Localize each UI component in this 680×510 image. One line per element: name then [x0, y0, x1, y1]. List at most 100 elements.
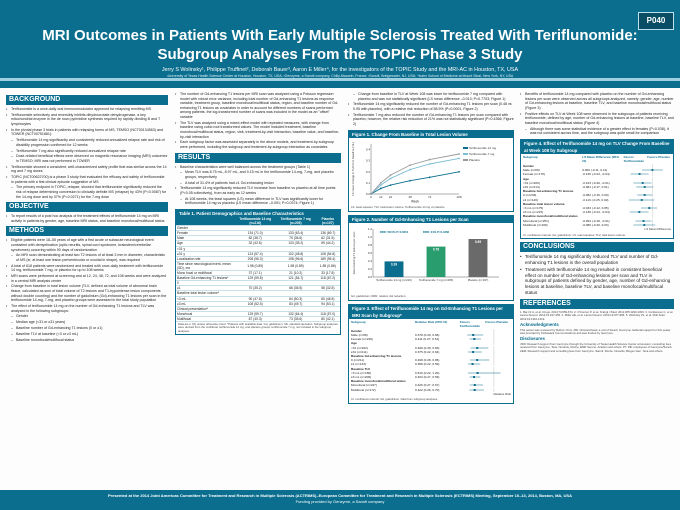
bullet-item: Teriflunomide 14 mg significantly reduce… [175, 186, 341, 195]
table-cell [234, 225, 276, 232]
table-cell: 133 (35.2) [275, 240, 316, 247]
table-cell: 37 (17.1) [234, 270, 276, 277]
forest-ci-mark [651, 214, 653, 219]
table-cell: 94 (53.1) [315, 301, 340, 307]
forest-estimate: -0.094 (-0.18, -0.01) [582, 218, 610, 223]
y-tick-label: 0.0 [366, 192, 371, 196]
table-cell: 32 (42.6) [234, 240, 276, 247]
table-cell: 189 (95.4) [315, 256, 340, 262]
forest-subgroup-label: ≥3 mL (n=215) [523, 210, 544, 215]
forest-axis-label: Relative Risk [493, 391, 511, 396]
forest-subgroup-label: Baseline Gd-enhancing T1 lesions [523, 189, 574, 194]
y-tick-label: 0.8 [368, 243, 373, 247]
disclosures-heading: Disclosures [520, 336, 545, 342]
gd-lesions-bar-chart: 0.0 0.2 0.4 0.6 0.8 1.0 1.2 Gd-enhancing T1 les… [352, 227, 499, 282]
table-cell: 87 (40.3) [234, 316, 276, 322]
point-estimate [473, 338, 476, 341]
table-header-cell: Teriflunomide 14 mg (n=216) [234, 217, 276, 227]
forest-estimate: -0.103 (-0.20, -0.01) [582, 180, 610, 185]
forest-estimate: 0.498 (0.28, 0.86) [415, 358, 440, 363]
data-point [389, 177, 392, 179]
forest-ci-mark [651, 164, 653, 168]
forest-subgroup-label: Age [523, 176, 529, 181]
forest-row: Baseline monofocal/multifocal status [523, 214, 671, 218]
data-point [370, 192, 372, 195]
table-1: Table 1. Patient Demographics and Baseli… [175, 209, 341, 336]
forest-row: Multifocal (n=172) 0.422 (0.26, 0.70) [351, 388, 511, 392]
affiliations: ¹University of Texas Health Science Cent… [166, 74, 514, 78]
forest-estimate: -0.033 (-0.12, 0.05) [582, 205, 609, 210]
table-cell: 136 (69.7) [315, 230, 340, 237]
forest-row: ≥31 (n=214) -0.081 (-0.17, 0.01) [523, 185, 671, 189]
forest-ci-mark [634, 218, 653, 223]
y-tick-label: 0.4 [368, 259, 373, 263]
forest-subgroup-label: Male (n=98) [351, 332, 368, 337]
forest-subgroup-label: 0 (n=211) [351, 358, 365, 363]
results-heading: RESULTS [175, 152, 341, 163]
forest-row: ≥1 (n=133) 0.358 (0.22, 0.59) [351, 362, 511, 367]
forest-row: 0 (n=246) -0.082 (-0.16, 0.00) [523, 193, 671, 197]
point-estimate [638, 173, 641, 176]
forest-ci-mark [493, 354, 494, 359]
forest-subgroup-label: Multifocal (n=169) [523, 222, 548, 227]
forest-ci-mark [470, 345, 494, 350]
bullet-item: TOPIC (NCT00622700) is a phase 3 study t… [6, 175, 168, 184]
background-list: Teriflunomide is a once-daily oral immun… [6, 107, 168, 199]
bullet-item: Baseline TLV at baseline (<3 or ≥3 mL) [6, 332, 168, 337]
forest-header: Subgroup LS Mean Difference (95% CI) Favor… [523, 155, 671, 164]
demographics-table: Teriflunomide 14 mg (n=216) Teriflunomide… [176, 217, 340, 322]
forest-subgroup-label: 0 (n=246) [523, 193, 537, 198]
forest-header-cell: Favors Teriflunomide [623, 154, 644, 164]
forest-header-cell: Favors Placebo [647, 154, 671, 159]
table-cell: 59 (44.2) [315, 240, 340, 247]
forest-row: Monofocal (n=251) -0.094 (-0.18, -0.01) [523, 219, 671, 223]
table-cell: 129 (59.7) [234, 311, 276, 317]
bullet-item: Although there was some statistical evid… [520, 127, 674, 136]
table-cell: Age [176, 240, 235, 247]
forest-ci-mark [469, 375, 494, 380]
table-cell: 121 (54.7) [275, 275, 316, 282]
table-cell: Gender [176, 225, 235, 232]
x-tick-label: 72 [428, 195, 432, 199]
disclosures-text: JSW: Research support from Genzyme throu… [520, 341, 673, 353]
figure-2: Figure 2. Number of Gd-Enhancing T1 Lesi… [348, 214, 514, 301]
table-row: Male 82 (38.7) 75 (36.6) 62 (31.5) [176, 235, 340, 242]
data-point [379, 183, 382, 186]
category-label: Teriflunomide 14 mg (n=216) [376, 278, 412, 282]
footer-funding: Funding provided by Genzyme, a Sanofi co… [295, 499, 385, 504]
forest-row: Baseline Gd-enhancing T1 lesions [351, 354, 511, 359]
y-tick-label: 0.1 [366, 180, 371, 184]
bullet-item: Baseline characteristics were well balan… [175, 165, 341, 170]
bullet-item: The primary endpoint in TOPIC, relapse, … [6, 185, 168, 199]
y-tick-label: 0.0 [368, 275, 373, 279]
forest-ci-mark [467, 370, 501, 375]
forest-ci-mark [493, 379, 494, 384]
point-estimate [475, 359, 478, 362]
forest-subgroup-label: ≥31 (n=211) [351, 349, 368, 354]
table-cell: 198 (96.6) [275, 256, 316, 262]
table-row: Localization site 208 (96.3) 198 (96.6) 189… [176, 256, 340, 262]
data-point [409, 168, 412, 170]
table-row: Baseline Gd-enhancing T1 lesions* 129 (59… [176, 275, 340, 282]
header-stripe [0, 78, 680, 81]
table-cell: 21 (10.2) [275, 270, 316, 277]
table-row: Multifocal 87 (40.3) 73 (35.6) 80 (42.1) [176, 316, 340, 322]
y-axis-label: Gd-enhancing T1 lesions per scan [352, 231, 356, 274]
forest-header-cell: Favors Placebo [485, 319, 509, 324]
forest-row: Male (n=98) 0.378 (0.20, 0.68) [351, 332, 511, 338]
table-cell: 73 (35.6) [275, 316, 316, 322]
legend-label: Placebo [469, 158, 480, 162]
table-cell [315, 246, 340, 252]
table-cell [315, 306, 340, 312]
x-tick-label: 48 [408, 195, 412, 199]
forest-ci-mark [469, 358, 494, 363]
table-cell [234, 306, 276, 312]
forest-ci-mark [469, 387, 494, 392]
results-continued-list: Change from baseline in TLV at Week 108 … [348, 92, 514, 127]
forest-estimate: -0.082 (-0.16, 0.00) [582, 193, 609, 198]
legend-label: Teriflunomide 7 mg [469, 152, 495, 156]
table-cell [275, 246, 316, 252]
table-1-title: Table 1. Patient Demographics and Baseli… [176, 210, 340, 217]
column-2: The number of Gd-enhancing T1 lesions pe… [175, 92, 341, 338]
bullet-item: In the pivotal phase 3 trials in patient… [6, 128, 168, 137]
